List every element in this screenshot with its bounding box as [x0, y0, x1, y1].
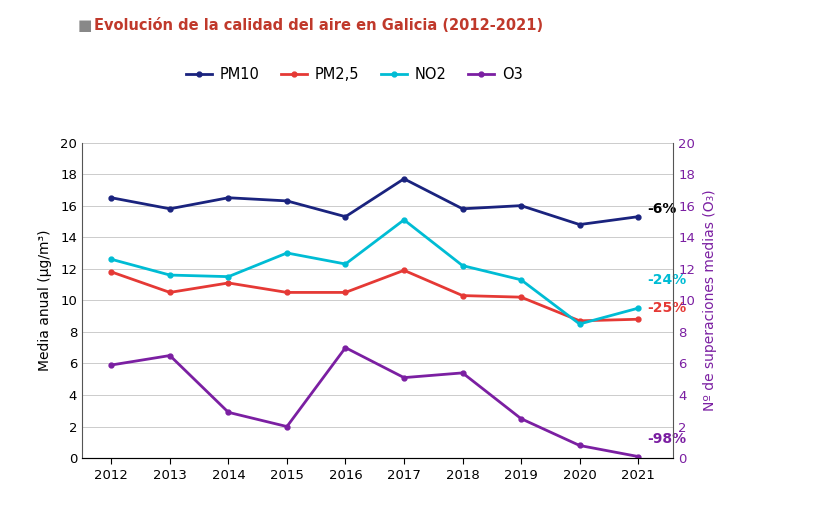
Text: -25%: -25%: [647, 301, 686, 315]
Text: -6%: -6%: [647, 202, 677, 216]
Legend: PM10, PM2,5, NO2, O3: PM10, PM2,5, NO2, O3: [180, 62, 528, 88]
Text: ■: ■: [78, 18, 93, 33]
Text: -24%: -24%: [647, 273, 686, 287]
Y-axis label: Media anual (μg/m³): Media anual (μg/m³): [38, 230, 52, 371]
Text: Evolución de la calidad del aire en Galicia (2012-2021): Evolución de la calidad del aire en Gali…: [94, 18, 544, 33]
Text: -98%: -98%: [647, 432, 686, 446]
Y-axis label: Nº de superaciones medias (O₃): Nº de superaciones medias (O₃): [704, 189, 718, 411]
